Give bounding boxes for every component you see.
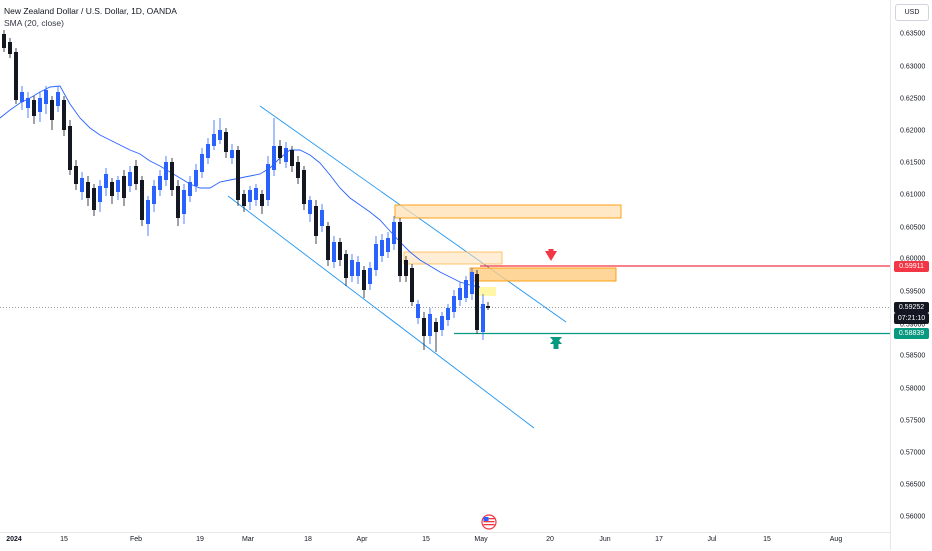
time-tick: Feb	[129, 536, 143, 543]
candlesticks	[2, 30, 490, 352]
supply-zone-lower[interactable]	[469, 267, 617, 282]
bar-countdown-label: 07:21:10	[894, 313, 929, 324]
price-tick: 0.57000	[900, 449, 926, 457]
arrow-down-icon	[545, 249, 557, 261]
price-chart-svg	[0, 30, 890, 530]
price-tick: 0.61500	[900, 159, 926, 167]
resistance-price-label: 0.59911	[894, 261, 929, 272]
time-tick: 18	[304, 536, 312, 543]
time-tick: Jun	[599, 536, 611, 543]
time-tick: Mar	[241, 536, 255, 543]
time-axis[interactable]	[0, 532, 890, 551]
price-tick: 0.59500	[900, 288, 926, 296]
time-tick: Jul	[707, 536, 717, 543]
chart-legend: New Zealand Dollar / U.S. Dollar, 1D, OA…	[4, 5, 177, 29]
time-tick: 15	[60, 536, 68, 543]
price-tick: 0.63500	[900, 30, 926, 38]
price-axis[interactable]	[890, 0, 932, 550]
price-tick: 0.57500	[900, 417, 926, 425]
current-price-label: 0.59252	[894, 302, 929, 313]
price-tick: 0.59000	[900, 321, 926, 329]
supply-zone-upper[interactable]	[394, 204, 622, 219]
price-tick: 0.58000	[900, 385, 926, 393]
time-tick: May	[474, 536, 488, 543]
chart-area[interactable]: New Zealand Dollar / U.S. Dollar, 1D, OA…	[0, 0, 890, 532]
price-tick: 0.62500	[900, 95, 926, 103]
time-tick: Apr	[356, 536, 368, 543]
time-tick: 17	[655, 536, 663, 543]
support-price-label: 0.58839	[894, 328, 929, 339]
us-flag-icon[interactable]	[481, 514, 497, 530]
price-tick: 0.56500	[900, 481, 926, 489]
time-tick: 19	[196, 536, 204, 543]
currency-button[interactable]: USD	[895, 4, 929, 21]
arrow-up-icon	[550, 337, 562, 349]
symbol-title[interactable]: New Zealand Dollar / U.S. Dollar, 1D, OA…	[4, 6, 177, 16]
price-tick: 0.63000	[900, 63, 926, 71]
time-tick: 20	[546, 536, 554, 543]
time-tick: Aug	[829, 536, 843, 543]
yellow-zone[interactable]	[478, 287, 496, 296]
price-tick: 0.58500	[900, 352, 926, 360]
time-tick: 15	[763, 536, 771, 543]
price-tick: 0.62000	[900, 127, 926, 135]
time-tick: 2024	[6, 536, 22, 543]
price-tick: 0.56000	[900, 513, 926, 521]
sma-indicator-label[interactable]: SMA (20, close)	[4, 18, 64, 28]
time-tick: 15	[422, 536, 430, 543]
price-tick: 0.60500	[900, 224, 926, 232]
supply-zone-middle[interactable]	[403, 251, 503, 265]
price-tick: 0.60000	[900, 255, 926, 263]
channel-lower-line[interactable]	[227, 195, 535, 429]
price-tick: 0.61000	[900, 191, 926, 199]
